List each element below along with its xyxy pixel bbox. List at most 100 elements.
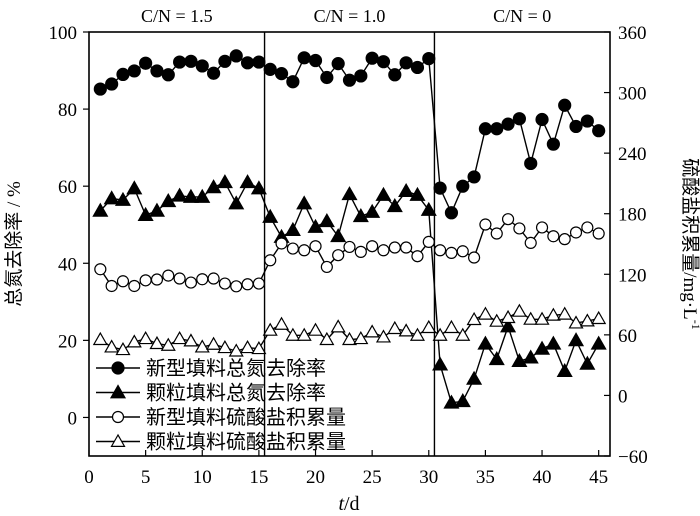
- data-point: [398, 323, 414, 337]
- legend-label: 颗粒填料总氮去除率: [146, 382, 326, 405]
- y-axis-left-label: 总氮去除率 / %: [3, 181, 25, 307]
- y-left-tick-label: 20: [58, 331, 77, 352]
- data-point: [182, 188, 199, 203]
- data-point: [490, 122, 504, 136]
- data-point: [388, 68, 402, 82]
- series-2: [92, 174, 607, 409]
- data-point: [490, 227, 503, 240]
- data-point: [332, 249, 345, 262]
- data-point: [218, 54, 232, 68]
- legend-label: 新型填料硫酸盐积累量: [146, 406, 346, 429]
- data-point: [284, 221, 301, 236]
- data-point: [160, 337, 176, 351]
- data-point: [160, 193, 177, 208]
- data-point: [524, 156, 538, 171]
- data-point: [194, 188, 211, 203]
- data-point: [252, 277, 265, 290]
- data-point: [545, 307, 561, 321]
- data-point: [477, 335, 494, 350]
- data-point: [263, 62, 277, 76]
- data-point: [386, 198, 403, 213]
- data-point: [318, 213, 335, 228]
- y-right-tick-label: 300: [618, 84, 647, 105]
- data-point: [343, 240, 356, 254]
- data-point: [330, 228, 347, 243]
- data-point: [456, 245, 469, 258]
- data-point: [240, 339, 256, 354]
- data-point: [285, 327, 301, 341]
- data-point: [137, 206, 154, 221]
- legend-item: 颗粒填料硫酸盐积累量: [96, 431, 346, 454]
- data-point: [173, 55, 187, 69]
- data-point: [500, 318, 517, 333]
- data-point: [534, 311, 550, 325]
- data-point: [320, 70, 334, 85]
- x-tick-label: 20: [306, 467, 325, 488]
- data-point: [296, 327, 312, 341]
- data-point: [320, 260, 333, 274]
- data-point: [580, 114, 594, 128]
- y-left-tick-label: 60: [58, 177, 77, 198]
- data-point: [420, 201, 437, 216]
- data-point: [410, 60, 425, 75]
- data-point: [534, 340, 551, 355]
- data-point: [161, 68, 175, 82]
- data-point: [466, 311, 482, 326]
- data-point: [501, 213, 515, 226]
- data-point: [94, 263, 107, 276]
- legend-label: 颗粒填料硫酸盐积累量: [146, 431, 346, 454]
- data-point: [298, 244, 311, 257]
- data-point: [183, 333, 199, 347]
- data-point: [149, 335, 165, 350]
- data-point: [148, 202, 165, 217]
- data-point: [524, 236, 537, 249]
- data-point: [286, 242, 299, 255]
- y-axis-right-label: 硫酸盐积累量/mg·L-1: [679, 158, 700, 330]
- data-point: [365, 51, 379, 65]
- data-point: [590, 335, 607, 350]
- data-point: [467, 251, 481, 264]
- data-point: [513, 222, 526, 235]
- data-point: [116, 275, 130, 288]
- data-point: [274, 316, 290, 330]
- data-point: [535, 112, 549, 127]
- data-point: [479, 218, 492, 231]
- phase-label: C/N = 1.5: [141, 6, 213, 26]
- data-point: [488, 351, 505, 366]
- data-point: [162, 269, 175, 282]
- data-point: [126, 180, 143, 195]
- data-point: [454, 393, 471, 408]
- data-point: [545, 335, 562, 350]
- data-point: [377, 244, 390, 257]
- data-point: [296, 195, 313, 210]
- data-point: [592, 124, 606, 138]
- data-point: [375, 186, 392, 201]
- data-point: [500, 309, 516, 324]
- data-point: [240, 56, 255, 70]
- series-1: [93, 49, 606, 220]
- data-point: [489, 313, 505, 327]
- y-axis-right-label-text: 硫酸盐积累量/mg·L: [679, 158, 700, 320]
- data-point: [558, 98, 572, 112]
- data-point: [556, 362, 573, 378]
- data-point: [478, 122, 493, 136]
- data-point: [184, 54, 198, 68]
- y-axis-right-label-sup: -1: [689, 320, 700, 330]
- legend-marker: [109, 384, 127, 399]
- data-point: [547, 230, 560, 243]
- axes: 0 5 10 15 20 25 30 35 40 45 0 20 40 60 80 100 −60 0 60 120 1…: [49, 23, 648, 488]
- data-point: [444, 206, 459, 220]
- data-point: [443, 319, 459, 334]
- data-point: [432, 327, 448, 341]
- data-point: [127, 64, 141, 78]
- data-point: [115, 341, 131, 356]
- data-point: [581, 221, 594, 234]
- data-point: [511, 303, 527, 317]
- data-point: [309, 240, 322, 253]
- x-tick-label: 45: [589, 467, 608, 488]
- phase-label: C/N = 0: [493, 6, 551, 26]
- data-point: [512, 112, 526, 126]
- data-point: [116, 67, 130, 82]
- data-point: [568, 315, 584, 329]
